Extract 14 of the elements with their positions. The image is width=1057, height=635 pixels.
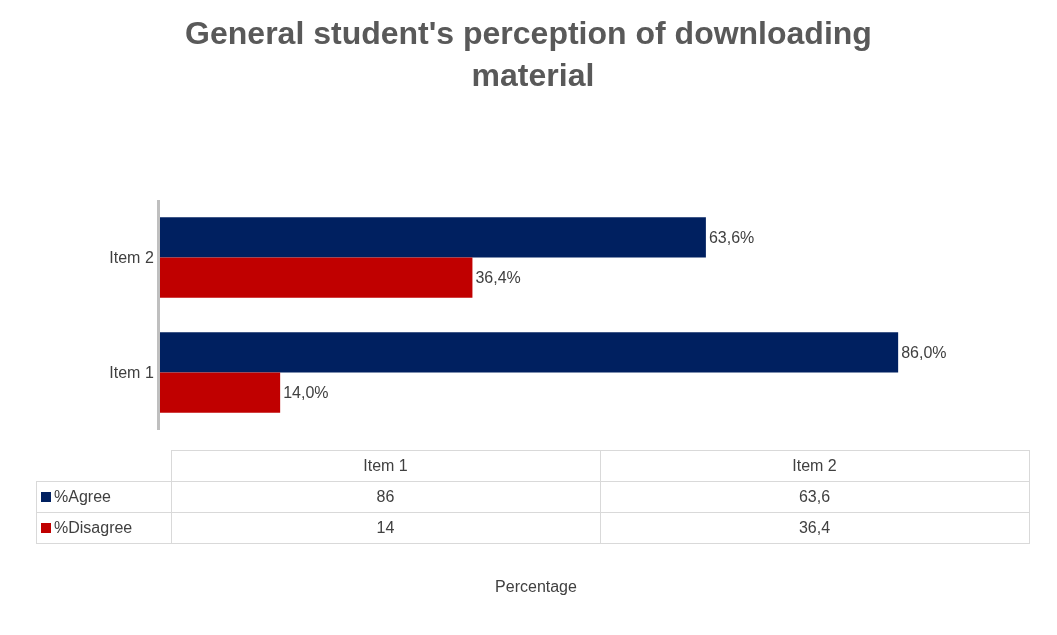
category-label: Item 2	[600, 450, 1029, 482]
text: Percentage	[494, 578, 578, 596]
legend-label: %Agree	[36, 481, 171, 513]
data-label: 36,4	[600, 512, 1029, 544]
chart-title: General student's perception of downloading material	[185, 15, 872, 93]
data-label: 14,0%	[283, 384, 329, 402]
data-label: 63,6	[600, 481, 1029, 513]
data-label: 36,4%	[475, 269, 521, 287]
legend-label: %Disagree	[36, 512, 171, 544]
data-label: 14	[171, 512, 600, 544]
data-label: 86,0%	[901, 343, 947, 361]
data-label: 86	[171, 481, 600, 513]
category-label: Item 1	[171, 450, 600, 482]
data-label: 63,6%	[708, 228, 755, 246]
